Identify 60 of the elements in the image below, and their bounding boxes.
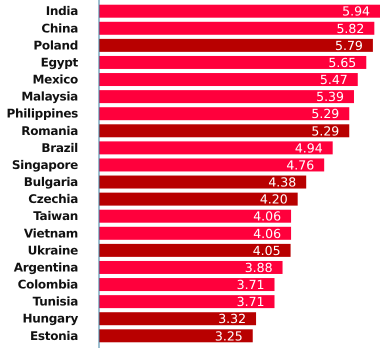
bar	[99, 22, 374, 35]
bar	[99, 278, 275, 292]
y-tick-label: Hungary	[22, 312, 78, 326]
bar	[99, 90, 354, 104]
y-tick-label: India	[46, 4, 78, 18]
data-label: 3.25	[214, 328, 243, 344]
data-label: 3.71	[236, 277, 265, 292]
bar	[99, 124, 350, 138]
bar	[99, 210, 292, 223]
bar	[99, 260, 283, 274]
data-label: 5.82	[336, 20, 364, 36]
data-label: 5.39	[316, 89, 344, 104]
y-tick-label: Romania	[21, 124, 78, 138]
bar	[99, 158, 324, 172]
bar	[99, 4, 380, 18]
bar	[99, 73, 358, 86]
data-label: 4.06	[253, 226, 282, 241]
data-label: 5.47	[320, 72, 348, 88]
data-label: 5.29	[311, 123, 340, 138]
data-label: 4.94	[294, 140, 323, 156]
bar	[99, 226, 292, 240]
bar	[99, 295, 275, 308]
bar	[99, 141, 333, 154]
y-tick-label: Egypt	[40, 55, 79, 70]
data-label: 5.65	[328, 54, 356, 70]
data-label: 3.71	[236, 294, 265, 310]
bar	[99, 329, 253, 342]
bar	[99, 244, 291, 257]
y-tick-label: Colombia	[18, 278, 78, 292]
data-label: 5.94	[342, 4, 370, 19]
y-tick-label: Estonia	[30, 328, 78, 343]
y-tick-label: Vietnam	[24, 226, 78, 240]
data-label: 5.79	[335, 38, 363, 53]
y-tick-label: Bulgaria	[24, 175, 78, 190]
y-tick-label: Argentina	[14, 260, 78, 274]
y-tick-label: Brazil	[41, 140, 78, 155]
data-label: 4.76	[286, 157, 314, 172]
y-tick-label: Malaysia	[21, 90, 78, 104]
data-label: 4.38	[268, 174, 296, 190]
data-label: 4.05	[252, 242, 281, 258]
bar	[99, 312, 256, 326]
y-tick-label: Poland	[33, 38, 78, 52]
data-label: 4.06	[253, 208, 282, 224]
bar	[99, 176, 306, 189]
y-tick-label: Czechia	[28, 192, 78, 206]
y-tick-label: Philippines	[6, 106, 78, 121]
y-tick-label: Ukraine	[28, 243, 78, 258]
data-label: 3.88	[244, 260, 273, 275]
data-label: 3.32	[218, 311, 246, 326]
bar	[99, 107, 350, 120]
y-tick-label: Mexico	[32, 72, 78, 87]
y-tick-label: China	[41, 21, 78, 36]
bar	[99, 192, 298, 206]
y-tick-label: Taiwan	[33, 209, 78, 224]
y-tick-label: Singapore	[12, 158, 78, 172]
bar	[99, 38, 373, 52]
y-tick-label: Tunisia	[32, 294, 78, 309]
data-label: 4.20	[260, 192, 288, 207]
bar	[99, 56, 366, 69]
data-label: 5.29	[311, 106, 340, 122]
